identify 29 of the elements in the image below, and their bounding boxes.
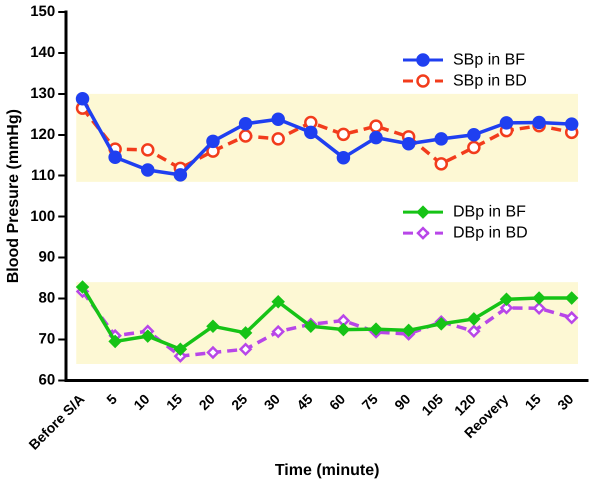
x-tick-label: 25 (228, 390, 251, 414)
x-tick-label: 15 (162, 390, 186, 414)
legend-label: SBp in BF (453, 51, 526, 68)
x-tick-label: 60 (326, 390, 348, 414)
y-tick-label: 130 (30, 84, 56, 102)
y-axis-title: Blood Presure (mmHg) (5, 109, 22, 284)
y-tick-label: 150 (30, 3, 56, 20)
y-tick-label: 100 (30, 208, 56, 225)
legend-label: SBp in BD (453, 72, 527, 90)
x-tick-label: 10 (130, 390, 153, 414)
x-tick-label: 20 (195, 390, 218, 414)
x-tick-label: 75 (358, 390, 382, 414)
y-tick-label: 110 (31, 166, 56, 184)
y-tick-label: 90 (38, 248, 56, 266)
x-tick-label: 30 (554, 390, 577, 414)
y-tick-label: 140 (30, 44, 56, 62)
x-tick-label: 30 (260, 390, 284, 414)
y-tick-label: 80 (38, 290, 56, 307)
x-axis-title: Time (minute) (274, 462, 380, 479)
x-tick-label: 105 (418, 390, 446, 419)
x-tick-label: 5 (103, 390, 120, 408)
y-tick-label: 70 (38, 330, 56, 348)
x-tick-label: 45 (293, 390, 316, 414)
legend-label: DBp in BF (453, 204, 526, 221)
x-tick-label: 15 (522, 390, 544, 414)
legend-label: DBp in BD (453, 224, 528, 242)
y-tick-label: 60 (38, 371, 56, 388)
y-tick-label: 120 (30, 126, 56, 143)
x-tick-label: 90 (391, 390, 414, 414)
